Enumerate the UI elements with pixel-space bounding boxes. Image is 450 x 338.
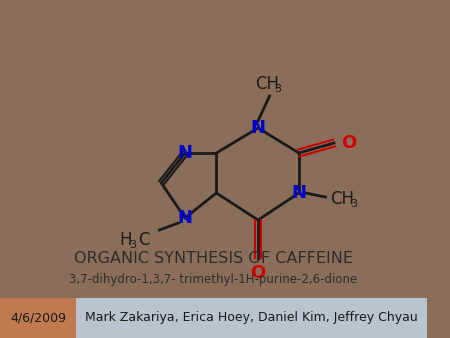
FancyBboxPatch shape [76,298,427,338]
Text: N: N [292,184,306,202]
Text: C: C [139,231,150,249]
Text: O: O [341,134,356,152]
Text: 3: 3 [351,199,357,209]
Text: H: H [119,231,131,249]
Text: N: N [251,119,266,137]
Text: Mark Zakariya, Erica Hoey, Daniel Kim, Jeffrey Chyau: Mark Zakariya, Erica Hoey, Daniel Kim, J… [85,312,418,324]
Text: 3,7-dihydro-1,3,7- trimethyl-1H-purine-2,6-dione: 3,7-dihydro-1,3,7- trimethyl-1H-purine-2… [69,273,358,286]
Text: 3: 3 [129,240,136,250]
Text: CH: CH [331,190,355,208]
Text: O: O [251,264,266,282]
Text: CH: CH [256,75,279,93]
Text: N: N [178,144,193,162]
Text: 4/6/2009: 4/6/2009 [10,312,66,324]
Text: N: N [178,209,193,227]
Text: ORGANIC SYNTHESIS OF CAFFEINE: ORGANIC SYNTHESIS OF CAFFEINE [74,251,353,266]
FancyBboxPatch shape [0,298,76,338]
Text: 3: 3 [274,84,282,94]
